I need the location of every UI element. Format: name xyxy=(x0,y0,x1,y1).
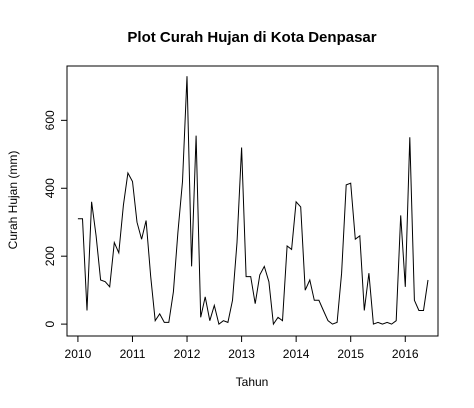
x-tick-label: 2011 xyxy=(120,347,146,361)
y-tick-label: 0 xyxy=(43,320,57,327)
x-tick-label: 2012 xyxy=(174,347,201,361)
x-tick-label: 2010 xyxy=(65,347,92,361)
y-axis: 0 200 400 600 xyxy=(43,110,67,327)
y-tick-label: 600 xyxy=(43,110,57,130)
series-line xyxy=(77,76,429,326)
y-tick-label: 400 xyxy=(43,178,57,198)
chart-title: Plot Curah Hujan di Kota Denpasar xyxy=(127,29,376,46)
plot-frame xyxy=(66,65,439,337)
x-tick-label: 2015 xyxy=(337,347,364,361)
x-tick-label: 2016 xyxy=(392,347,419,361)
series-group xyxy=(77,76,429,326)
y-tick-label: 200 xyxy=(43,246,57,266)
x-tick-label: 2014 xyxy=(283,347,310,361)
x-axis: 2010 2011 2012 2013 2014 2015 2016 xyxy=(65,336,419,361)
x-axis-label: Tahun xyxy=(236,375,269,389)
y-axis-label: Curah Hujan (mm) xyxy=(6,151,20,250)
x-tick-label: 2013 xyxy=(228,347,255,361)
